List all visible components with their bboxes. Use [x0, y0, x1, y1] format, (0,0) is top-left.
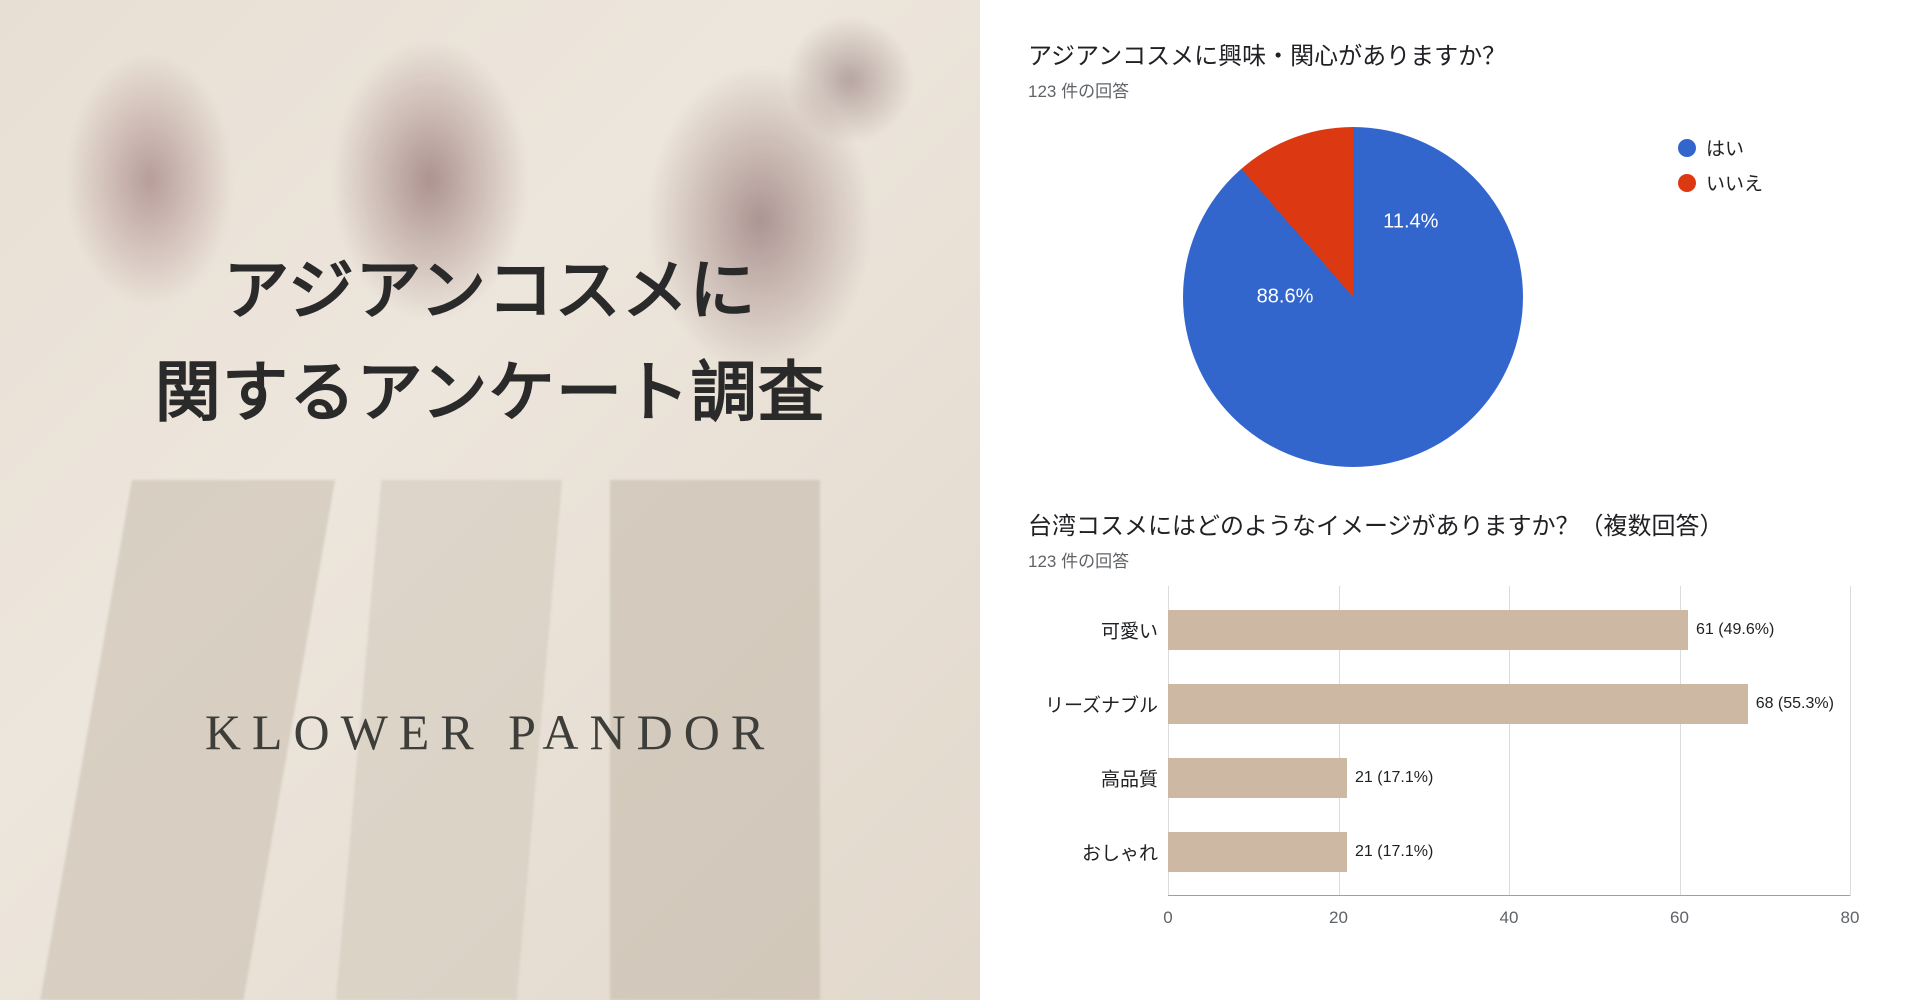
legend-swatch	[1678, 174, 1696, 192]
legend-label: いいえ	[1706, 169, 1763, 196]
bar-x-tick-label: 20	[1329, 908, 1348, 928]
hero-title-line1: アジアンコスメに	[223, 253, 756, 327]
bar-value-label: 68 (55.3%)	[1756, 695, 1834, 713]
bar-x-axis	[1168, 895, 1850, 896]
pie-slice-label: 11.4%	[1383, 211, 1438, 234]
legend-item: いいえ	[1678, 169, 1880, 196]
bar-y-label: おしゃれ	[1028, 839, 1158, 866]
bar-chart: 0 20 40 60 80 可愛い 61 (49.6%) リーズナブル 68 (55.3%) 高品…	[1028, 582, 1880, 942]
hero-title: アジアンコスメに 関するアンケート調査	[0, 239, 980, 444]
pie-section: アジアンコスメに興味・関心がありますか？ 123 件の回答 88.6% 11.4%…	[1028, 36, 1880, 482]
pie-wrap: 88.6% 11.4% はいいいえ	[1028, 112, 1880, 482]
bar	[1168, 610, 1688, 650]
legend-label: はい	[1706, 134, 1744, 161]
bar	[1168, 832, 1347, 872]
pie-title: アジアンコスメに興味・関心がありますか？	[1028, 36, 1880, 71]
bar-y-label: 可愛い	[1028, 617, 1158, 644]
pie-slice-label: 88.6%	[1257, 286, 1314, 309]
bar-value-label: 21 (17.1%)	[1355, 769, 1433, 787]
bar-value-label: 61 (49.6%)	[1696, 621, 1774, 639]
bar-value-label: 21 (17.1%)	[1355, 843, 1433, 861]
bar-y-label: リーズナブル	[1028, 691, 1158, 718]
bar-y-label: 高品質	[1028, 765, 1158, 792]
bar-title: 台湾コスメにはどのようなイメージがありますか？（複数回答）	[1028, 506, 1880, 541]
bar-subtitle: 123 件の回答	[1028, 547, 1880, 572]
legend-swatch	[1678, 139, 1696, 157]
bar	[1168, 758, 1347, 798]
pie-chart: 88.6% 11.4%	[1183, 127, 1523, 467]
bar-x-tick-label: 0	[1163, 908, 1172, 928]
brand-logo-text: KLOWER PANDOR	[0, 703, 980, 761]
bar	[1168, 684, 1748, 724]
bar-section: 台湾コスメにはどのようなイメージがありますか？（複数回答） 123 件の回答 0…	[1028, 506, 1880, 942]
left-hero-panel: アジアンコスメに 関するアンケート調査 KLOWER PANDOR	[0, 0, 980, 1000]
hero-overlay: アジアンコスメに 関するアンケート調査 KLOWER PANDOR	[0, 239, 980, 762]
bar-gridline	[1850, 586, 1851, 896]
pie-area: 88.6% 11.4%	[1028, 112, 1678, 482]
bar-x-tick-label: 40	[1500, 908, 1519, 928]
charts-panel: アジアンコスメに興味・関心がありますか？ 123 件の回答 88.6% 11.4%…	[980, 0, 1910, 1000]
bar-x-tick-label: 80	[1841, 908, 1860, 928]
pie-subtitle: 123 件の回答	[1028, 77, 1880, 102]
pie-legend: はいいいえ	[1678, 112, 1880, 482]
legend-item: はい	[1678, 134, 1880, 161]
hero-title-line2: 関するアンケート調査	[155, 355, 826, 429]
bar-x-tick-label: 60	[1670, 908, 1689, 928]
